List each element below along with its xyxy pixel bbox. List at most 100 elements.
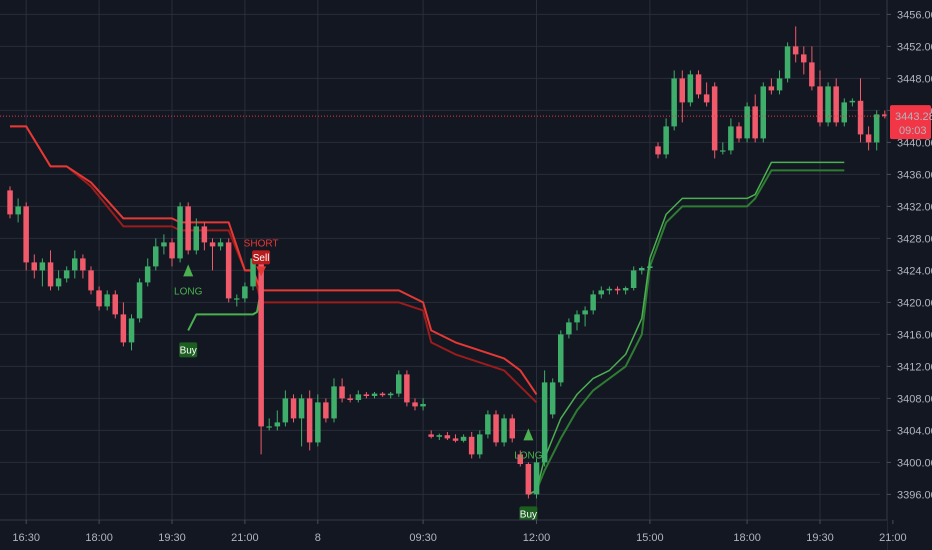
candle-body bbox=[501, 418, 507, 443]
candle-body bbox=[225, 242, 232, 299]
candle-body bbox=[711, 86, 718, 151]
time-tick-label: 21:00 bbox=[231, 532, 259, 544]
candle-body bbox=[169, 242, 175, 259]
price-axis[interactable]: 3456.003452.003448.003444.003440.003436.… bbox=[886, 0, 932, 550]
candle-body bbox=[371, 393, 378, 396]
price-tick-label: 3404.00 bbox=[897, 425, 932, 437]
candle-body bbox=[614, 288, 621, 291]
candle-body bbox=[452, 438, 459, 441]
candle-body bbox=[39, 262, 46, 271]
time-axis-background bbox=[0, 520, 887, 550]
candle-body bbox=[177, 206, 183, 259]
candle-body bbox=[88, 270, 94, 291]
candle-body bbox=[31, 262, 37, 271]
price-axis-background bbox=[887, 0, 932, 550]
candle-body bbox=[396, 374, 402, 394]
time-tick-label: 09:30 bbox=[409, 532, 437, 544]
candle-body bbox=[339, 386, 345, 399]
candle-body bbox=[193, 226, 199, 251]
candle-body bbox=[784, 46, 791, 79]
candle-body bbox=[63, 270, 70, 279]
candle-body bbox=[266, 426, 272, 428]
candle-body bbox=[525, 464, 532, 495]
candle-body bbox=[347, 398, 353, 400]
candle-body bbox=[153, 246, 159, 267]
candle-body bbox=[703, 94, 710, 103]
time-tick-label: 15:00 bbox=[636, 532, 664, 544]
candle-body bbox=[752, 106, 758, 139]
candle-body bbox=[598, 290, 604, 295]
candle-body bbox=[55, 278, 62, 287]
grid bbox=[0, 0, 894, 520]
candle-body bbox=[72, 258, 78, 271]
candles bbox=[7, 26, 888, 499]
candle-body bbox=[630, 270, 637, 288]
long-signal-text: LONG bbox=[514, 450, 543, 461]
candle-body bbox=[387, 393, 394, 396]
candle-body bbox=[242, 286, 248, 299]
candle-body bbox=[485, 414, 491, 435]
candle-body bbox=[517, 454, 523, 464]
countdown-label: 09:03 bbox=[899, 125, 927, 137]
time-tick-label: 18:00 bbox=[85, 532, 113, 544]
signals: LONG Buy SHORT Sell LONG Buy bbox=[174, 238, 543, 522]
candle-body bbox=[873, 114, 880, 143]
candle-body bbox=[558, 334, 564, 383]
price-tick-label: 3448.00 bbox=[897, 73, 932, 85]
candle-body bbox=[825, 86, 831, 123]
candle-body bbox=[444, 435, 451, 439]
long-stop-inner-line bbox=[528, 161, 845, 496]
long-stop-outer-line bbox=[527, 169, 845, 496]
candle-body bbox=[533, 462, 540, 495]
candle-body bbox=[736, 126, 742, 139]
candle-body bbox=[687, 74, 694, 103]
buy-label-text: Buy bbox=[520, 509, 537, 520]
candle-body bbox=[258, 258, 264, 427]
candle-body bbox=[679, 78, 685, 103]
candle-body bbox=[663, 126, 669, 155]
candle-body bbox=[720, 150, 726, 152]
candle-body bbox=[817, 86, 823, 123]
candle-body bbox=[509, 418, 515, 439]
price-tick-label: 3428.00 bbox=[897, 233, 932, 245]
buy-label-box bbox=[179, 342, 198, 358]
long-arrow-icon bbox=[183, 264, 194, 277]
candle-body bbox=[460, 436, 467, 441]
price-tick-label: 3396.00 bbox=[897, 489, 932, 501]
candle-body bbox=[161, 242, 167, 247]
price-tick-label: 3408.00 bbox=[897, 393, 932, 405]
candle-body bbox=[23, 206, 29, 263]
candle-body bbox=[379, 393, 386, 396]
current-price-label: 3443.28 bbox=[895, 111, 932, 123]
candle-body bbox=[96, 290, 102, 307]
price-tick-label: 3420.00 bbox=[897, 297, 932, 309]
candle-body bbox=[493, 414, 499, 443]
candle-body bbox=[768, 86, 775, 91]
candle-body bbox=[315, 402, 321, 443]
candle-body bbox=[112, 294, 118, 315]
sell-label-text: Sell bbox=[253, 253, 270, 264]
candle-body bbox=[549, 382, 556, 415]
price-tick-label: 3412.00 bbox=[897, 361, 932, 373]
current-price-label-box bbox=[890, 105, 931, 140]
candle-body bbox=[47, 262, 54, 287]
candle-body bbox=[80, 258, 86, 271]
candle-body bbox=[622, 288, 629, 291]
candle-body bbox=[833, 86, 839, 123]
candle-body bbox=[865, 134, 872, 143]
candle-body bbox=[728, 126, 734, 151]
candle-body bbox=[801, 54, 807, 63]
candle-body bbox=[744, 106, 750, 139]
candle-body bbox=[185, 206, 191, 251]
price-tick-label: 3416.00 bbox=[897, 329, 932, 341]
candle-body bbox=[792, 46, 799, 55]
candle-body bbox=[849, 100, 856, 103]
time-tick-label: 8 bbox=[315, 532, 321, 544]
price-tick-label: 3452.00 bbox=[897, 41, 932, 53]
candle-body bbox=[655, 146, 661, 155]
candle-body bbox=[695, 74, 702, 95]
time-axis[interactable]: 16:30 18:00 19:30 21:00 8 09:30 12:00 15:00 18:0… bbox=[0, 519, 907, 550]
candle-body bbox=[841, 102, 847, 123]
candle-body bbox=[590, 294, 596, 311]
